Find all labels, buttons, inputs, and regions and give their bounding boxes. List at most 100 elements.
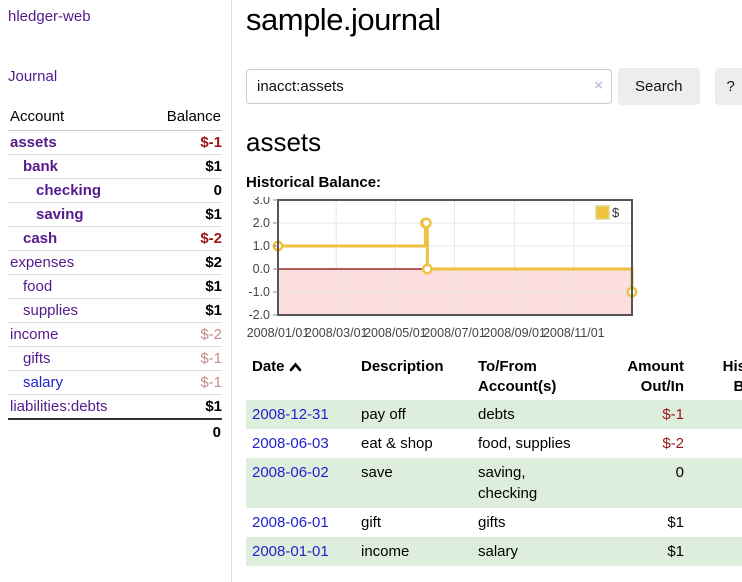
transaction-date-link[interactable]: 2008-06-02 [252, 463, 329, 481]
transaction-accounts: gifts [478, 513, 506, 531]
svg-text:-1.0: -1.0 [248, 285, 270, 299]
account-balance: $1 [205, 302, 222, 319]
account-row: liabilities:debts $1 [8, 394, 222, 420]
search-input[interactable] [246, 69, 612, 104]
account-link[interactable]: checking [36, 182, 102, 199]
transaction-balance: $2 [690, 508, 742, 537]
transaction-row: 2008-01-01 income salary $1 $1 [246, 536, 742, 566]
transaction-row: 2008-06-01 gift gifts $1 $2 [246, 508, 742, 537]
account-link[interactable]: food [23, 278, 53, 295]
svg-text:$: $ [612, 205, 620, 220]
transaction-balance: $-1 [690, 400, 742, 429]
account-link[interactable]: liabilities:debts [10, 398, 108, 415]
accounts-table: Account Balance assets $-1 bank $1 checking 0… [8, 104, 222, 445]
transaction-amount: $-2 [662, 434, 684, 452]
date-column-header[interactable]: Date [246, 355, 355, 400]
account-row: bank $1 [8, 154, 222, 179]
transaction-date-link[interactable]: 2008-01-01 [252, 542, 329, 560]
transaction-date: 2008-06-01 [246, 508, 355, 537]
account-row: saving $1 [8, 202, 222, 227]
transaction-amount: $-1 [662, 405, 684, 423]
page-title: sample.journal [246, 2, 441, 37]
balance-column-header: Balance [143, 104, 222, 131]
account-link[interactable]: expenses [10, 254, 75, 271]
historical-balance-chart: 3.0 2.0 1.0 0.0 -1.0 -2.0 2008/01/01 2008/03/01… [246, 193, 742, 343]
account-column-header: Account [8, 104, 144, 131]
account-link[interactable]: bank [23, 158, 59, 175]
account-balance: $-2 [200, 326, 222, 343]
transaction-description: save [361, 463, 393, 481]
sidebar-item-journal[interactable]: Journal [8, 68, 58, 85]
account-balance: 0 [213, 182, 222, 199]
account-row: gifts $-1 [8, 346, 222, 371]
account-heading: assets [246, 127, 322, 157]
clear-search-icon[interactable]: × [594, 77, 603, 94]
svg-text:0.0: 0.0 [253, 262, 270, 276]
transaction-amount: $1 [667, 542, 684, 560]
transaction-amount: 0 [675, 463, 684, 481]
svg-text:2008/03/01: 2008/03/01 [305, 326, 368, 340]
svg-text:2008/05/01: 2008/05/01 [364, 326, 427, 340]
transaction-amount: $1 [667, 513, 684, 531]
transaction-balance: $1 [690, 537, 742, 566]
transaction-row: 2008-06-02 save saving, checking 0 $2 [246, 457, 742, 508]
app-title-link[interactable]: hledger-web [8, 8, 91, 25]
transaction-date: 2008-06-02 [246, 458, 355, 508]
account-balance: $1 [205, 158, 222, 175]
account-balance: $-2 [200, 230, 222, 247]
account-balance: $-1 [200, 134, 222, 151]
accounts-total-row: 0 [8, 419, 222, 445]
transaction-date-link[interactable]: 2008-06-03 [252, 434, 329, 452]
account-row: checking 0 [8, 178, 222, 203]
svg-text:2008/07/01: 2008/07/01 [423, 326, 486, 340]
transaction-date-link[interactable]: 2008-12-31 [252, 405, 329, 423]
accounts-total-value: 0 [212, 424, 221, 441]
register-table: Date Description To/From Account(s) Amou… [246, 355, 742, 566]
description-column-header: Description [361, 358, 444, 375]
chart-legend: $ [595, 205, 620, 220]
amount-column-header: Amount Out/In [627, 358, 684, 396]
transaction-description: gift [361, 513, 382, 531]
transaction-accounts: saving, checking [478, 463, 538, 502]
transaction-date: 2008-06-03 [246, 429, 355, 458]
transaction-description: income [361, 542, 410, 560]
account-link[interactable]: supplies [23, 302, 79, 319]
account-link[interactable]: salary [23, 374, 64, 391]
account-balance: $-1 [200, 374, 222, 391]
transaction-date-link[interactable]: 2008-06-01 [252, 513, 329, 531]
account-link[interactable]: gifts [23, 350, 51, 367]
transaction-description: pay off [361, 405, 406, 423]
transaction-date: 2008-01-01 [246, 537, 355, 566]
account-link[interactable]: income [10, 326, 59, 343]
transaction-row: 2008-12-31 pay off debts $-1 $-1 [246, 399, 742, 429]
transaction-date: 2008-12-31 [246, 400, 355, 429]
account-balance: $-1 [200, 350, 222, 367]
transaction-accounts: salary [478, 542, 519, 560]
account-balance: $1 [205, 278, 222, 295]
transaction-accounts: debts [478, 405, 515, 423]
account-row: income $-2 [8, 322, 222, 347]
account-row: supplies $1 [8, 298, 222, 323]
account-link[interactable]: assets [10, 134, 57, 151]
account-row: assets $-1 [8, 131, 222, 155]
accounts-column-header: To/From Account(s) [478, 358, 557, 396]
account-balance: $1 [205, 398, 222, 415]
transaction-row: 2008-06-03 eat & shop food, supplies $-2 0 [246, 429, 742, 458]
svg-text:2008/01/01: 2008/01/01 [247, 326, 310, 340]
chart-title: Historical Balance: [246, 174, 382, 191]
account-link[interactable]: cash [23, 230, 58, 247]
account-row: salary $-1 [8, 370, 222, 395]
search-button[interactable]: Search [618, 68, 700, 105]
account-link[interactable]: saving [36, 206, 84, 223]
transaction-description: eat & shop [361, 434, 433, 452]
transaction-balance: $2 [690, 458, 742, 508]
balance-column-header-main: Historical Balance [722, 358, 742, 396]
help-button[interactable]: ? [714, 68, 742, 105]
sort-ascending-icon [289, 362, 301, 372]
main-content: sample.journal × Search ? assets Histori… [232, 0, 742, 582]
svg-text:2.0: 2.0 [253, 216, 270, 230]
svg-text:-2.0: -2.0 [248, 308, 270, 322]
account-row: cash $-2 [8, 226, 222, 251]
account-row: food $1 [8, 274, 222, 299]
account-balance: $2 [205, 254, 222, 271]
